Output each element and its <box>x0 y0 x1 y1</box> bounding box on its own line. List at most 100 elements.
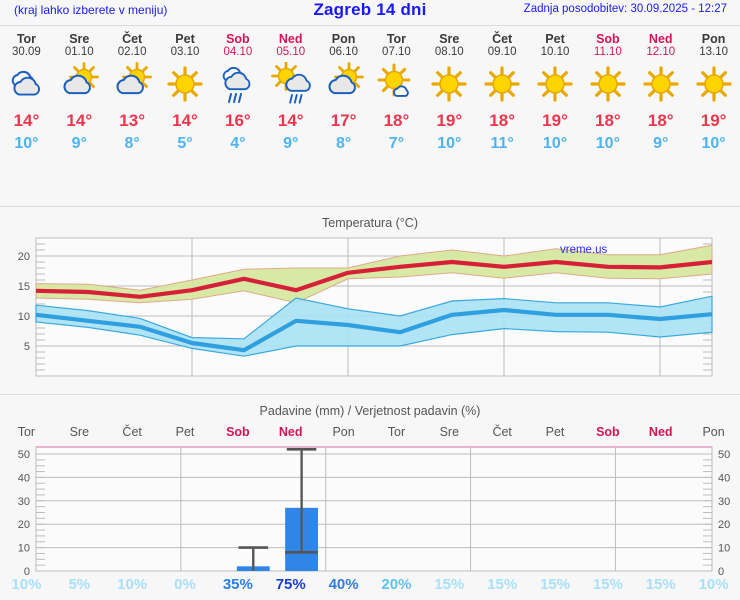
temperature-min: 11° <box>490 135 514 152</box>
precipitation-day-label: Sob <box>596 425 620 439</box>
sunny-icon <box>423 61 475 107</box>
precipitation-probability-label: 10% <box>698 576 729 593</box>
day-date: 11.10 <box>593 46 622 58</box>
day-date: 08.10 <box>434 46 464 58</box>
day-name: Čet <box>492 32 513 46</box>
day-name: Sre <box>439 32 460 46</box>
svg-text:15: 15 <box>18 281 30 293</box>
temperature-max: 14° <box>66 111 93 130</box>
temperature-min: 9° <box>283 135 299 152</box>
precipitation-day-label: Sre <box>69 425 90 439</box>
svg-text:50: 50 <box>718 449 730 461</box>
temperature-min: 9° <box>71 135 87 152</box>
day-name: Pet <box>545 32 565 46</box>
temperature-min: 7° <box>388 135 405 152</box>
svg-text:20: 20 <box>718 519 730 531</box>
precipitation-day-labels: Tor Sre Čet Pet Sob Ned Pon Tor Sre Čet Pet Sob Ned P… <box>0 425 740 443</box>
sun-small-cloud-icon <box>370 61 422 107</box>
day-column[interactable]: Tor 30.09 14° 10° <box>0 26 53 204</box>
temperature-min: 10° <box>595 135 620 152</box>
temperature-max: 18° <box>383 111 410 130</box>
day-date: 12.10 <box>646 46 676 58</box>
day-column[interactable]: Čet 02.10 13° 8° <box>106 26 159 204</box>
day-column[interactable]: Ned 05.10 14° 9° <box>264 26 317 204</box>
precipitation-chart: 0 0 10 10 20 20 30 30 40 40 50 50 <box>18 446 730 576</box>
precipitation-chart-block: Padavine (mm) / Verjetnost padavin (%) <box>0 404 740 418</box>
precipitation-probability-label: 15% <box>592 576 623 593</box>
precipitation-day-label: Ned <box>278 425 303 439</box>
precipitation-probability-label: 15% <box>645 576 676 593</box>
day-column[interactable]: Čet 09.10 18° 11° <box>476 26 529 204</box>
precipitation-day-label: Tor <box>17 425 36 439</box>
day-column[interactable]: Tor 07.10 18° 7° <box>370 26 423 204</box>
header-divider <box>0 25 740 26</box>
precipitation-probability-label: 75% <box>275 576 306 593</box>
daily-forecast-strip: Tor 30.09 14° 10° Sre 01.10 14° 9° Čet 02.10 13° 8°… <box>0 26 740 204</box>
precipitation-chart-title: Padavine (mm) / Verjetnost padavin (%) <box>259 404 481 418</box>
precipitation-day-label: Čet <box>492 425 512 439</box>
temperature-min: 10° <box>542 135 568 152</box>
temperature-chart-title: Temperatura (°C) <box>322 216 418 230</box>
day-date: 30.09 <box>12 46 41 58</box>
partly-cloudy-icon <box>318 61 370 107</box>
day-column[interactable]: Ned 12.10 18° 9° <box>634 26 687 204</box>
day-name: Sob <box>596 32 620 46</box>
sunny-icon <box>159 61 211 107</box>
day-name: Sob <box>226 32 250 46</box>
temperature-max: 14° <box>277 111 304 130</box>
svg-text:30: 30 <box>718 496 730 508</box>
day-column[interactable]: Pet 10.10 19° 10° <box>529 26 582 204</box>
precipitation-probability-label: 15% <box>487 576 518 593</box>
svg-text:10: 10 <box>18 543 30 555</box>
sunny-icon <box>529 61 581 107</box>
precipitation-day-label: Ned <box>648 425 673 439</box>
day-date: 04.10 <box>223 46 253 58</box>
temperature-chart-block: Temperatura (°C) 5 10 15 20 vreme.us <box>0 216 740 390</box>
precipitation-probability-label: 20% <box>381 576 412 593</box>
sunny-icon <box>582 61 634 107</box>
svg-text:10: 10 <box>18 311 30 323</box>
precipitation-day-label: Tor <box>387 425 406 439</box>
temperature-max: 19° <box>436 111 463 130</box>
svg-text:30: 30 <box>18 496 30 508</box>
precipitation-day-label: Pon <box>332 425 355 439</box>
precipitation-probability-label: 40% <box>328 576 359 593</box>
sunny-icon <box>635 61 687 107</box>
temperature-max: 16° <box>225 111 251 130</box>
temperature-chart: 5 10 15 20 vreme.us <box>18 237 713 377</box>
svg-text:0: 0 <box>24 566 30 576</box>
day-name: Pet <box>175 32 195 46</box>
precipitation-probability-label: 15% <box>434 576 465 593</box>
svg-text:40: 40 <box>18 472 30 484</box>
temperature-min: 4° <box>230 135 246 152</box>
day-column[interactable]: Sre 08.10 19° 10° <box>423 26 476 204</box>
day-column[interactable]: Sre 01.10 14° 9° <box>53 26 106 204</box>
last-updated-text: Zadnja posodobitev: 30.09.2025 - 12:27 <box>523 3 727 15</box>
precipitation-probability-label: 10% <box>117 576 148 593</box>
day-date: 06.10 <box>329 46 358 58</box>
temperature-max: 18° <box>489 111 516 130</box>
temperature-max: 14° <box>172 111 198 130</box>
svg-text:0: 0 <box>718 566 724 576</box>
day-date: 10.10 <box>540 46 570 58</box>
svg-text:20: 20 <box>18 519 30 531</box>
temperature-max: 18° <box>647 111 674 130</box>
day-name: Čet <box>122 32 143 46</box>
temperature-min: 10° <box>437 135 462 152</box>
precipitation-probability-label: 5% <box>68 576 91 593</box>
temperature-max: 14° <box>13 111 40 130</box>
svg-text:50: 50 <box>18 449 30 461</box>
svg-text:vreme.us: vreme.us <box>560 244 608 256</box>
day-date: 09.10 <box>487 46 517 58</box>
day-column[interactable]: Pon 13.10 19° 10° <box>687 26 740 204</box>
day-column[interactable]: Pon 06.10 17° 8° <box>317 26 370 204</box>
day-column[interactable]: Pet 03.10 14° 5° <box>159 26 212 204</box>
temperature-min: 8° <box>335 135 352 152</box>
day-date: 03.10 <box>170 46 200 58</box>
precipitation-day-label: Čet <box>122 425 142 439</box>
precipitation-day-label: Pet <box>175 425 195 439</box>
day-name: Ned <box>648 32 673 46</box>
day-column[interactable]: Sob 04.10 16° 4° <box>211 26 264 204</box>
day-column[interactable]: Sob 11.10 18° 10° <box>581 26 634 204</box>
partly-cloudy-icon <box>53 61 105 107</box>
